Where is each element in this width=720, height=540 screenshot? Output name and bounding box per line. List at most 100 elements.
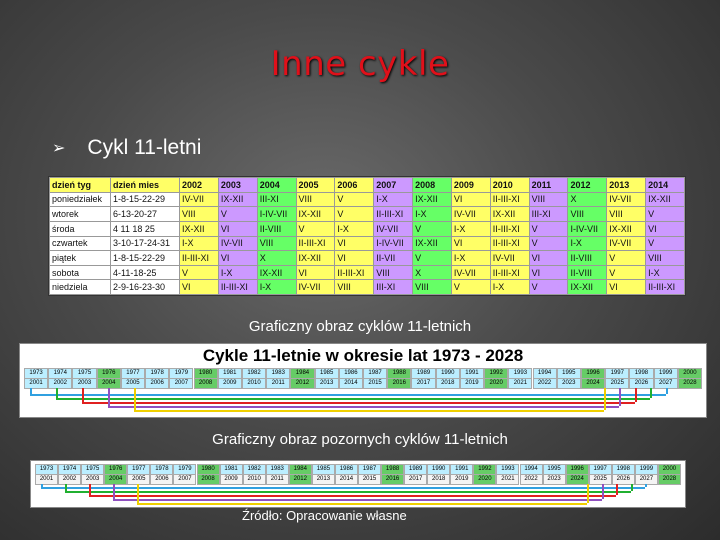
- table-cell: II-VIII: [256, 220, 297, 237]
- year-box: 2024: [565, 474, 589, 485]
- cycle-connector: [137, 484, 139, 503]
- table-cell: III-XI: [373, 279, 414, 295]
- cycle-connector: [108, 388, 110, 406]
- year-box: 2008: [196, 474, 220, 485]
- year-box: 2015: [358, 474, 382, 485]
- table-cell: VI: [217, 250, 258, 266]
- table-cell: II-III-XI: [489, 220, 530, 237]
- strip-title: Cykle 11-letnie w okresie lat 1973 - 202…: [202, 346, 524, 365]
- table-cell: 2-9-16-23-30: [110, 279, 180, 295]
- year-box: 2024: [580, 378, 606, 389]
- year-box: 2018: [435, 378, 460, 389]
- year-box: 2025: [605, 378, 630, 389]
- table-cell: VI: [450, 191, 491, 208]
- year-box: 2010: [241, 378, 267, 389]
- table-cell: IX-XII: [256, 264, 297, 281]
- table-cell: IV-VII: [217, 235, 258, 252]
- cycle-line: [65, 491, 631, 493]
- year-box: 2019: [450, 474, 474, 485]
- apparent-cycles-strip-image: 1973 1974 1975 1976 1977 1978 1979 1980 1981 1982…: [30, 460, 686, 508]
- table-cell: I-X: [179, 235, 219, 252]
- table-cell: VIII: [645, 250, 685, 266]
- year-box: 2023: [542, 474, 566, 485]
- cycle-connector: [634, 388, 637, 402]
- table-cell: IX-XII: [179, 220, 219, 237]
- table-header-cell: 2012: [567, 177, 608, 193]
- table-cell: VI: [179, 279, 219, 295]
- year-box: 2013: [314, 378, 339, 389]
- cycle-connector: [619, 388, 622, 406]
- table-cell: 1-8-15-22-29: [110, 191, 180, 208]
- table-header-cell: 2013: [606, 177, 647, 193]
- year-box: 2006: [145, 378, 170, 389]
- year-box: 2008: [193, 378, 218, 389]
- table-cell: V: [295, 220, 336, 237]
- table-cell: VIII: [334, 279, 375, 295]
- table-header-cell: 2002: [179, 177, 219, 193]
- table-cell: V: [528, 235, 569, 252]
- year-box: 2028: [677, 378, 702, 389]
- table-cell: X: [412, 264, 452, 281]
- table-cell: I-X: [450, 250, 491, 266]
- cycle-line: [82, 402, 635, 404]
- table-cell: VIII: [295, 191, 336, 208]
- table-cell: IX-XII: [489, 206, 530, 222]
- year-box: 2018: [427, 474, 451, 485]
- table-cell: II-III-XI: [217, 279, 258, 295]
- table-cell: II-III-XI: [179, 250, 219, 266]
- table-cell: V: [217, 206, 258, 222]
- table-cell: I-X: [412, 206, 452, 222]
- year-box: 2020: [473, 474, 497, 485]
- year-box: 2013: [311, 474, 335, 485]
- year-box: 2023: [556, 378, 581, 389]
- table-cell: V: [412, 220, 452, 237]
- table-cell: IV-VII: [295, 279, 336, 295]
- table-cell: IV-VII: [606, 191, 647, 208]
- table-cell: wtorek: [49, 206, 111, 222]
- table-cell: V: [450, 279, 491, 295]
- table-cell: 4 11 18 25: [110, 220, 180, 237]
- table-cell: III-XI: [528, 206, 569, 222]
- bullet-text: Cykl 11-letni: [87, 136, 202, 159]
- table-cell: niedziela: [49, 279, 111, 295]
- year-box: 2017: [404, 474, 428, 485]
- cycles-strip-image: Cykle 11-letnie w okresie lat 1973 - 202…: [19, 343, 707, 418]
- table-cell: VIII: [412, 279, 452, 295]
- year-box: 2026: [611, 474, 635, 485]
- bullet-item: ➢ Cykl 11-letni: [52, 136, 201, 160]
- table-cell: czwartek: [49, 235, 111, 252]
- year-box: 2002: [58, 474, 82, 485]
- calendar-table: dzień tyg dzień mies 2002 2003 2004 2005 2006 2…: [49, 177, 685, 295]
- table-row: piątek 1-8-15-22-29 II-III-XI VI X IX-XII VI II…: [49, 250, 685, 266]
- table-cell: IX-XII: [295, 250, 336, 266]
- table-cell: I-X: [373, 191, 414, 208]
- table-cell: V: [179, 264, 219, 281]
- year-box: 2022: [519, 474, 543, 485]
- table-cell: VIII: [528, 191, 569, 208]
- cycle-line: [56, 398, 651, 400]
- table-cell: IX-XII: [606, 220, 647, 237]
- cycle-line: [89, 495, 617, 497]
- year-box: 2027: [653, 378, 678, 389]
- year-box: 2021: [496, 474, 520, 485]
- cycle-connector: [616, 484, 619, 495]
- year-box: 2014: [338, 378, 363, 389]
- cycle-connector: [113, 484, 115, 499]
- table-cell: V: [334, 191, 375, 208]
- table-cell: I-X: [334, 220, 375, 237]
- table-cell: I-X: [489, 279, 530, 295]
- table-cell: piątek: [49, 250, 111, 266]
- year-box: 2007: [169, 378, 194, 389]
- table-cell: V: [528, 220, 569, 237]
- cycle-connector: [56, 388, 58, 398]
- table-header-cell: 2010: [489, 177, 530, 193]
- calendar-table-image: dzień tyg dzień mies 2002 2003 2004 2005 2006 2…: [48, 176, 686, 296]
- table-cell: II-III-XI: [645, 279, 685, 295]
- table-row: niedziela 2-9-16-23-30 VI II-III-XI I-X IV-VI…: [49, 279, 685, 295]
- table-cell: II-III-XI: [295, 235, 336, 252]
- year-box: 2015: [363, 378, 388, 389]
- table-header-cell: 2008: [412, 177, 452, 193]
- table-row: sobota 4-11-18-25 V I-X IX-XII VI II-III-XI VII…: [49, 264, 685, 281]
- table-cell: IX-XII: [412, 191, 452, 208]
- cycle-line: [30, 394, 666, 396]
